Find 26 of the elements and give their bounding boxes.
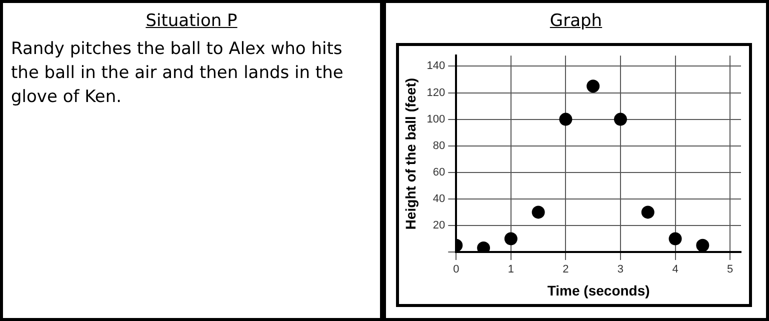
x-tick-label: 5 xyxy=(726,264,734,276)
point xyxy=(504,232,518,246)
point xyxy=(586,80,600,93)
point xyxy=(614,112,627,126)
x-tick-label: 4 xyxy=(672,264,678,276)
text: Randy pitches the ball to Alex who hits the ball in the air and then lands in the glove of Ken. xyxy=(10,38,344,109)
point xyxy=(696,238,710,252)
text: Situation P xyxy=(144,11,238,31)
point xyxy=(559,112,572,126)
y-axis-title: Height of the ball (feet) xyxy=(402,78,418,230)
point xyxy=(641,206,654,219)
y-tick-label: 100 xyxy=(426,113,446,126)
x-tick-label: 1 xyxy=(508,264,514,276)
y-tick-label: 120 xyxy=(426,86,446,99)
x-tick-label: 0 xyxy=(453,264,460,276)
x-axis-title: Time (seconds) xyxy=(547,282,650,298)
x-tick-label: 3 xyxy=(617,264,624,276)
point xyxy=(532,206,545,219)
y-tick-label: 140 xyxy=(426,60,446,72)
x-tick-label: 2 xyxy=(562,264,569,276)
chart-title: Graph xyxy=(548,11,604,31)
y-tick-label: 40 xyxy=(432,192,446,205)
y-tick-label: 80 xyxy=(432,140,446,152)
y-tick-label: 20 xyxy=(432,219,446,232)
point xyxy=(668,232,682,246)
y-tick-label: 60 xyxy=(432,166,446,178)
